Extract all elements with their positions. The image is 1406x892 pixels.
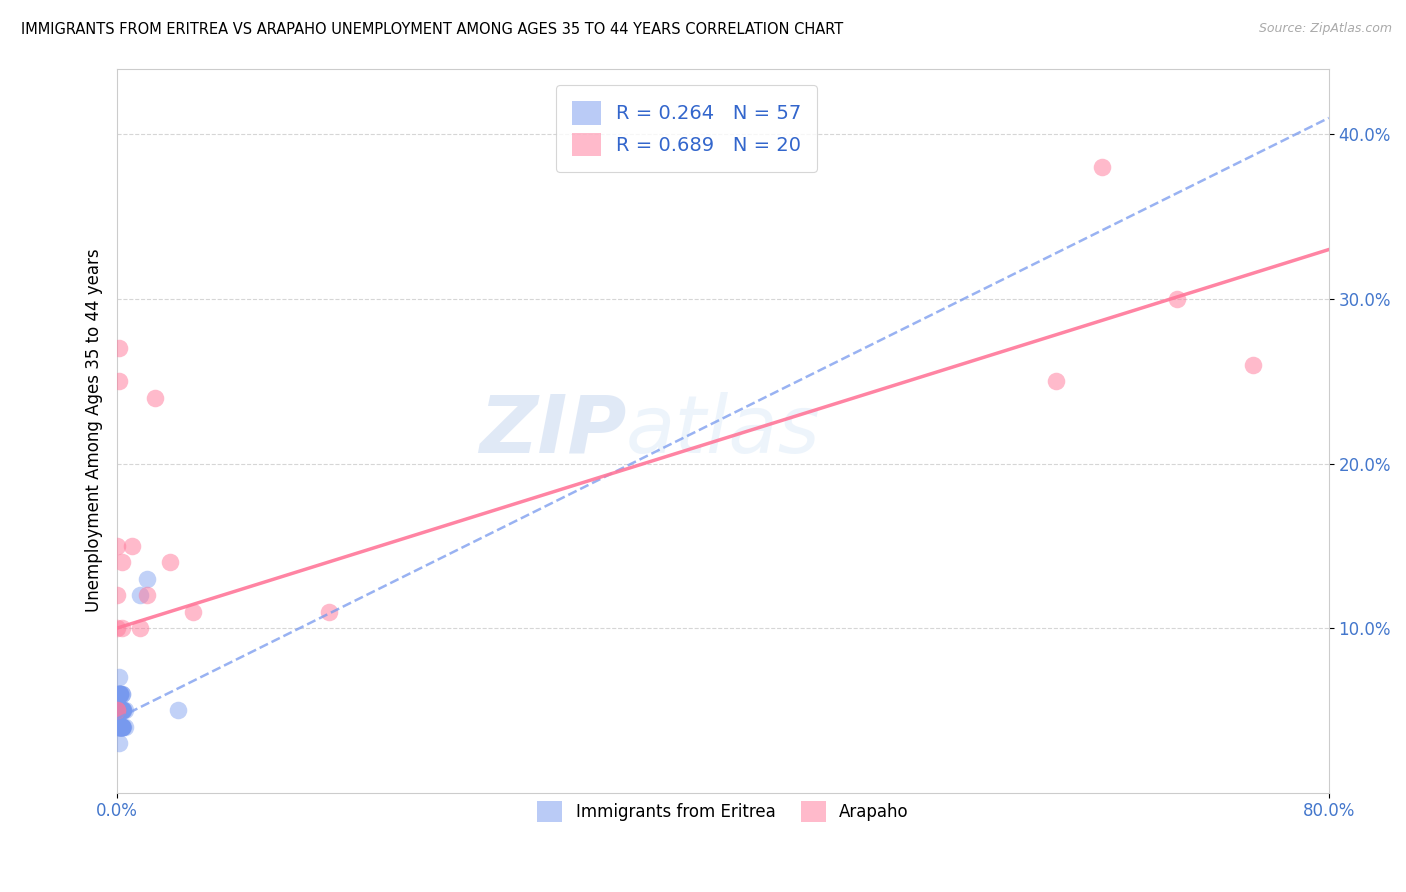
Point bbox=[111, 720, 134, 734]
Point bbox=[159, 555, 181, 569]
Point bbox=[110, 720, 132, 734]
Point bbox=[111, 720, 134, 734]
Point bbox=[105, 621, 128, 635]
Point bbox=[181, 605, 204, 619]
Point bbox=[111, 720, 134, 734]
Point bbox=[111, 720, 134, 734]
Point bbox=[110, 720, 132, 734]
Point bbox=[110, 720, 132, 734]
Point bbox=[110, 720, 132, 734]
Point bbox=[111, 720, 134, 734]
Point bbox=[111, 720, 134, 734]
Point bbox=[112, 703, 135, 717]
Point bbox=[114, 720, 136, 734]
Point bbox=[1241, 358, 1264, 372]
Point bbox=[1166, 292, 1188, 306]
Text: Source: ZipAtlas.com: Source: ZipAtlas.com bbox=[1258, 22, 1392, 36]
Point bbox=[107, 703, 129, 717]
Point bbox=[110, 703, 132, 717]
Text: atlas: atlas bbox=[626, 392, 821, 469]
Point bbox=[107, 703, 129, 717]
Point bbox=[107, 720, 129, 734]
Point bbox=[121, 539, 143, 553]
Point bbox=[112, 720, 135, 734]
Point bbox=[107, 720, 129, 734]
Legend: Immigrants from Eritrea, Arapaho: Immigrants from Eritrea, Arapaho bbox=[524, 788, 922, 835]
Point bbox=[166, 703, 188, 717]
Point bbox=[107, 687, 129, 701]
Point bbox=[105, 720, 128, 734]
Point bbox=[105, 703, 128, 717]
Point bbox=[110, 703, 132, 717]
Point bbox=[110, 703, 132, 717]
Point bbox=[107, 703, 129, 717]
Point bbox=[111, 703, 134, 717]
Point bbox=[318, 605, 340, 619]
Point bbox=[110, 687, 132, 701]
Point bbox=[111, 703, 134, 717]
Text: IMMIGRANTS FROM ERITREA VS ARAPAHO UNEMPLOYMENT AMONG AGES 35 TO 44 YEARS CORREL: IMMIGRANTS FROM ERITREA VS ARAPAHO UNEMP… bbox=[21, 22, 844, 37]
Point bbox=[129, 621, 152, 635]
Point bbox=[111, 621, 134, 635]
Point bbox=[107, 687, 129, 701]
Point bbox=[107, 670, 129, 684]
Point bbox=[107, 703, 129, 717]
Point bbox=[110, 703, 132, 717]
Point bbox=[112, 703, 135, 717]
Point bbox=[111, 703, 134, 717]
Point bbox=[107, 736, 129, 750]
Point bbox=[143, 391, 166, 405]
Point bbox=[107, 341, 129, 355]
Point bbox=[1091, 161, 1114, 175]
Point bbox=[110, 703, 132, 717]
Point bbox=[107, 703, 129, 717]
Point bbox=[107, 720, 129, 734]
Point bbox=[1045, 374, 1067, 388]
Point bbox=[110, 687, 132, 701]
Point bbox=[105, 539, 128, 553]
Point bbox=[110, 687, 132, 701]
Point bbox=[110, 720, 132, 734]
Point bbox=[110, 687, 132, 701]
Point bbox=[107, 703, 129, 717]
Point bbox=[136, 588, 159, 602]
Point bbox=[111, 720, 134, 734]
Point bbox=[105, 703, 128, 717]
Point bbox=[111, 687, 134, 701]
Text: ZIP: ZIP bbox=[478, 392, 626, 469]
Point bbox=[111, 703, 134, 717]
Point bbox=[107, 374, 129, 388]
Point bbox=[136, 572, 159, 586]
Point bbox=[111, 687, 134, 701]
Point bbox=[111, 720, 134, 734]
Point bbox=[107, 687, 129, 701]
Point bbox=[110, 703, 132, 717]
Point bbox=[114, 703, 136, 717]
Point bbox=[112, 703, 135, 717]
Point bbox=[107, 687, 129, 701]
Point bbox=[105, 687, 128, 701]
Point bbox=[111, 555, 134, 569]
Y-axis label: Unemployment Among Ages 35 to 44 years: Unemployment Among Ages 35 to 44 years bbox=[86, 249, 103, 613]
Point bbox=[129, 588, 152, 602]
Point bbox=[110, 720, 132, 734]
Point bbox=[107, 720, 129, 734]
Point bbox=[105, 588, 128, 602]
